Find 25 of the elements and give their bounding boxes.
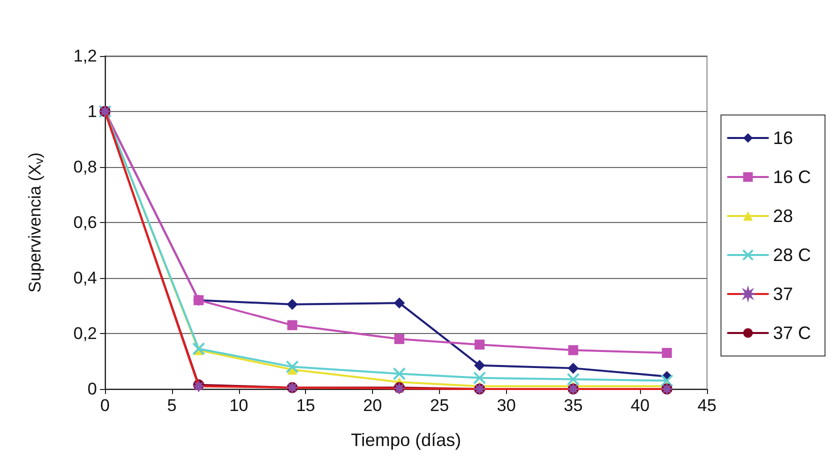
y-tick-label: 0,6 xyxy=(73,213,97,232)
legend-label: 28 C xyxy=(772,245,812,265)
x-tick-label: 30 xyxy=(496,396,516,415)
legend-label: 37 xyxy=(772,284,794,304)
legend-label: 28 xyxy=(772,206,794,226)
legend-label: 16 C xyxy=(772,167,812,187)
x-tick-label: 10 xyxy=(229,396,248,415)
y-tick-label: 0 xyxy=(88,380,97,398)
x-tick-label: 35 xyxy=(564,396,583,415)
x-tick-label: 15 xyxy=(296,396,316,415)
x-tick-label: 0 xyxy=(100,396,110,415)
x-tick-label: 5 xyxy=(167,396,177,415)
x-tick-label: 45 xyxy=(698,396,716,415)
legend-label: 16 xyxy=(772,128,794,148)
legend-label: 37 C xyxy=(772,323,812,343)
y-tick-label: 1 xyxy=(88,102,97,121)
y-axis-title: Supervivencia (Xv) xyxy=(26,152,46,293)
y-tick-label: 1,2 xyxy=(73,46,97,66)
y-tick-label: 0,2 xyxy=(73,324,97,343)
x-tick-label: 40 xyxy=(630,396,650,415)
x-tick-label: 25 xyxy=(430,396,449,415)
x-axis-title: Tiempo (días) xyxy=(350,430,462,450)
y-tick-label: 0,4 xyxy=(73,268,97,288)
y-tick-label: 0,8 xyxy=(73,158,97,176)
x-tick-label: 20 xyxy=(363,396,382,415)
